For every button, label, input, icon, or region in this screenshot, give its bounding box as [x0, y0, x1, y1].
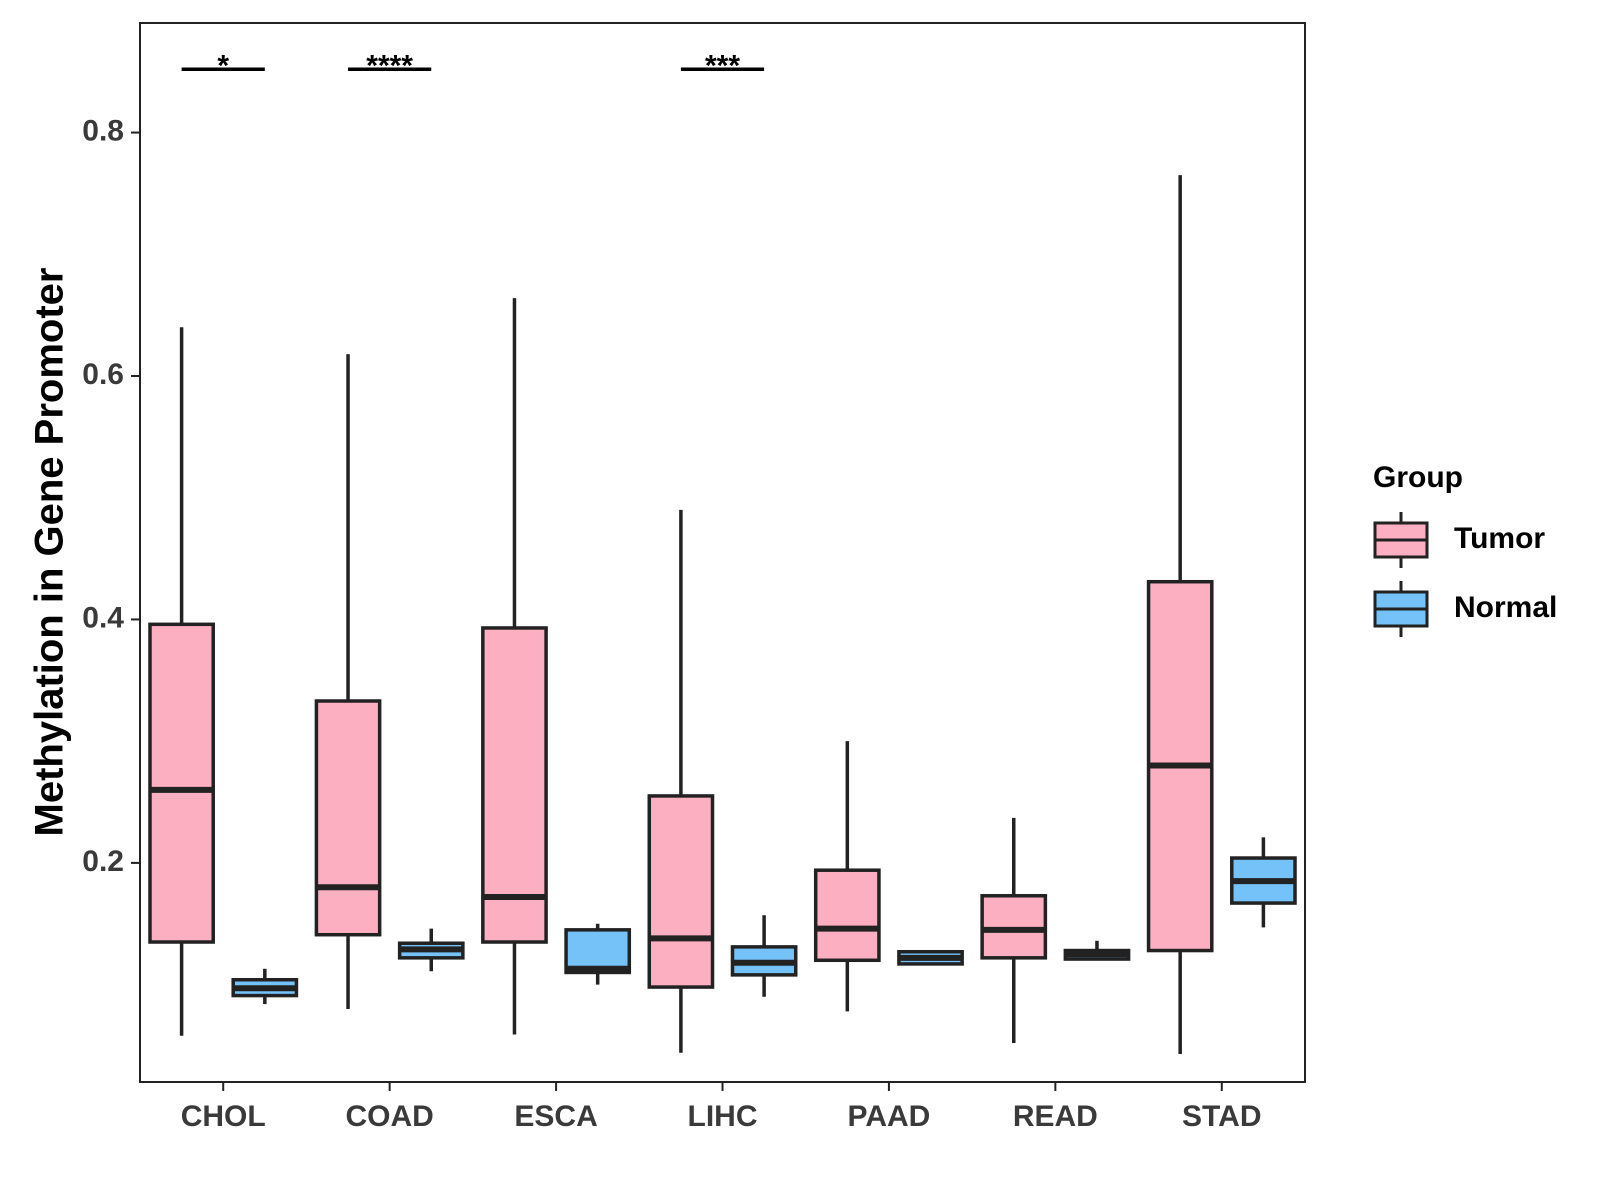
significance-label: ****: [366, 49, 413, 82]
box-tumor-chol: [148, 327, 215, 1036]
box-iqr: [647, 794, 715, 989]
box-normal-paad: [897, 950, 964, 966]
legend-entry-tumor: Tumor: [1373, 512, 1545, 568]
box-normal-coad: [397, 928, 465, 972]
box-tumor-read: [980, 817, 1048, 1044]
y-axis: 0.2 0.4 0.6 0.8: [82, 114, 140, 878]
box-iqr: [564, 928, 632, 975]
x-tick-label: READ: [1013, 1100, 1098, 1133]
legend-entry-normal: Normal: [1373, 581, 1557, 637]
box-normal-stad: [1230, 837, 1297, 928]
box-iqr: [980, 894, 1048, 960]
legend-label: Normal: [1454, 591, 1557, 624]
box-normal-read: [1063, 940, 1131, 961]
x-tick-label: PAAD: [848, 1100, 931, 1133]
box-tumor-stad: [1146, 175, 1214, 1055]
x-tick-label: COAD: [345, 1100, 433, 1133]
significance-layer: * **** ***: [181, 49, 765, 82]
legend: Group Tumor Normal: [1373, 461, 1557, 637]
box-normal-esca: [564, 923, 632, 985]
box-tumor-paad: [813, 741, 881, 1012]
x-tick-label: CHOL: [181, 1100, 266, 1133]
x-tick-label: LIHC: [688, 1100, 758, 1133]
box-tumor-lihc: [647, 509, 715, 1053]
legend-title: Group: [1373, 461, 1463, 494]
x-axis: CHOL COAD ESCA LIHC PAAD READ STAD: [181, 1082, 1262, 1133]
y-tick-label: 0.8: [82, 114, 124, 147]
box-iqr: [314, 699, 382, 937]
y-axis-title: Methylation in Gene Promoter: [28, 268, 72, 837]
significance-label: ***: [705, 49, 740, 82]
box-iqr: [813, 868, 881, 963]
legend-label: Tumor: [1454, 522, 1545, 555]
y-tick-label: 0.6: [82, 358, 124, 391]
box-iqr: [148, 622, 215, 944]
x-tick-label: STAD: [1182, 1100, 1261, 1133]
significance-label: *: [217, 49, 229, 82]
y-tick-label: 0.4: [82, 601, 124, 634]
x-tick-label: ESCA: [514, 1100, 597, 1133]
box-iqr: [481, 626, 548, 944]
box-normal-lihc: [730, 915, 798, 997]
box-tumor-esca: [481, 298, 548, 1035]
boxes-layer: [148, 175, 1297, 1055]
box-tumor-coad: [314, 354, 382, 1009]
y-tick-label: 0.2: [82, 845, 124, 878]
box-normal-chol: [231, 968, 299, 1005]
